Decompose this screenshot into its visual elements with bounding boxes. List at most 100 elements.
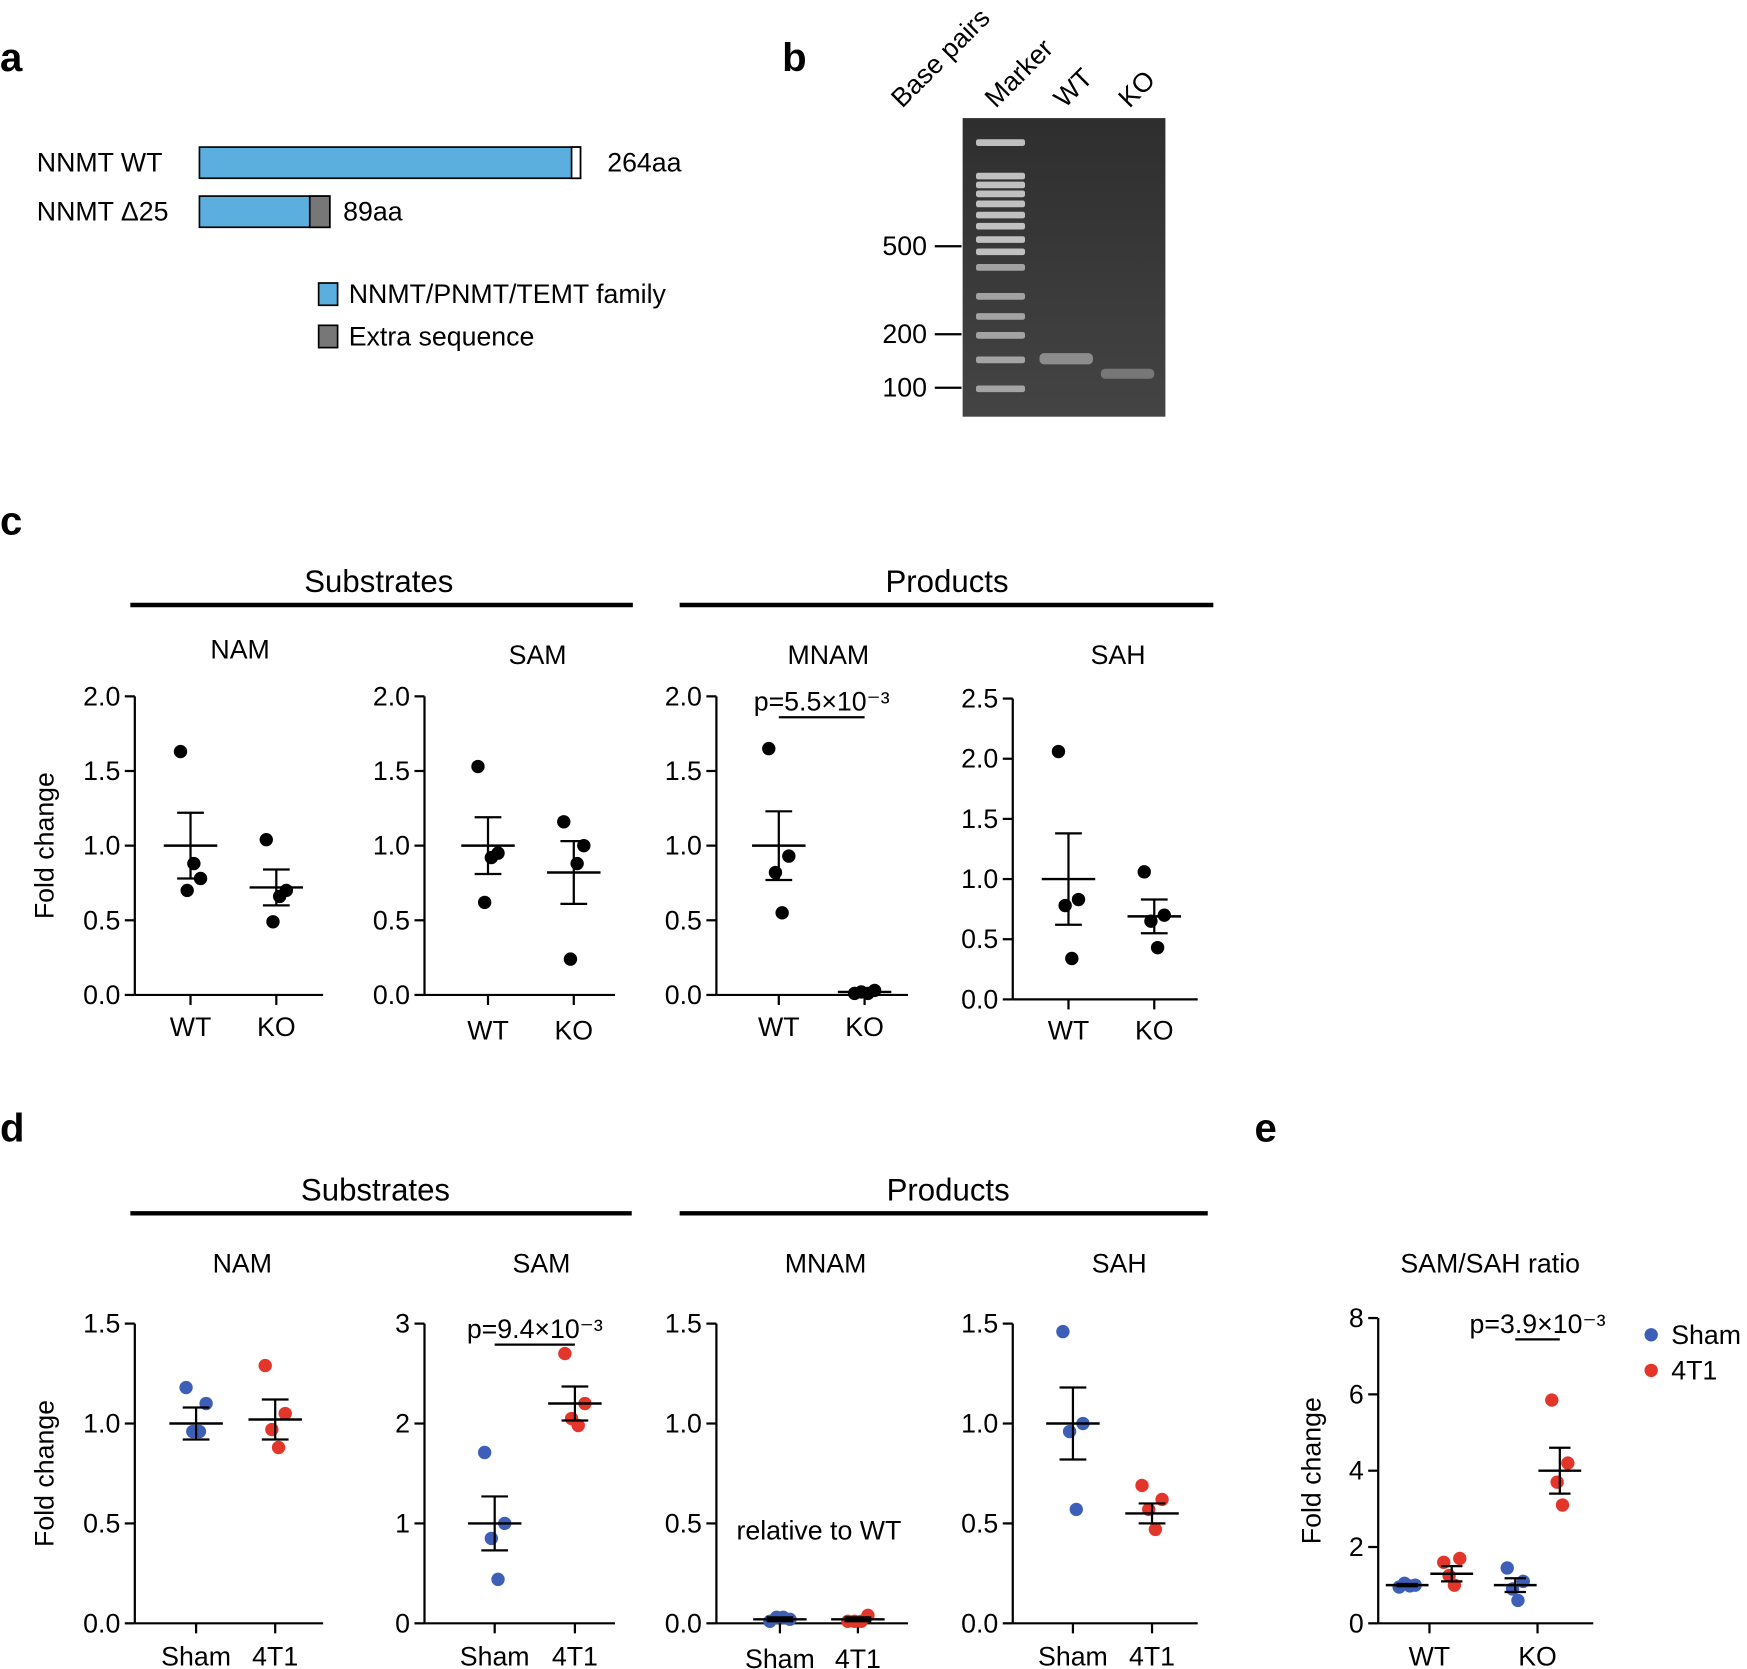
protein-end bbox=[570, 146, 582, 180]
ladder-band bbox=[976, 222, 1026, 230]
x-tick-label: WT bbox=[1409, 1642, 1451, 1669]
p-value: p=5.5×10⁻³ bbox=[754, 687, 890, 717]
panel-label: b bbox=[782, 36, 807, 80]
panel-label: e bbox=[1255, 1107, 1277, 1151]
x-tick-label: Sham bbox=[745, 1644, 815, 1669]
sem-bar bbox=[1441, 1564, 1463, 1583]
x-tick-label: KO bbox=[257, 1012, 296, 1042]
data-point bbox=[782, 849, 796, 863]
ladder-band bbox=[976, 313, 1026, 320]
lane-label: KO bbox=[1112, 65, 1161, 114]
y-tick-label: 0.0 bbox=[961, 984, 998, 1014]
p-value: p=3.9×10⁻³ bbox=[1470, 1309, 1606, 1339]
y-tick-label: 1.5 bbox=[961, 804, 998, 834]
sem-bar bbox=[1059, 1386, 1087, 1461]
sem-bar bbox=[561, 1385, 589, 1422]
data-point bbox=[1545, 1393, 1559, 1407]
legend-label: 4T1 bbox=[1671, 1355, 1717, 1385]
panel-label: c bbox=[0, 499, 22, 543]
sem-bar bbox=[1138, 1502, 1166, 1525]
section-header: Substrates bbox=[301, 1172, 450, 1207]
y-axis-label: Fold change bbox=[30, 772, 60, 919]
protein-bar bbox=[198, 195, 331, 229]
data-point bbox=[1453, 1551, 1467, 1566]
x-tick-label: Sham bbox=[161, 1642, 231, 1669]
lane-header: Base pairs bbox=[885, 3, 995, 113]
x-tick-label: WT bbox=[170, 1012, 212, 1042]
y-tick-label: 1.0 bbox=[83, 1409, 120, 1439]
ladder-band bbox=[976, 139, 1026, 146]
protein-name: NNMT WT bbox=[37, 148, 163, 178]
size-label: 500 bbox=[882, 231, 927, 261]
note: relative to WT bbox=[737, 1515, 902, 1545]
ladder-band bbox=[976, 172, 1026, 180]
y-tick-label: 0 bbox=[395, 1608, 410, 1638]
legend-swatch bbox=[317, 324, 339, 349]
y-tick-label: 4 bbox=[1349, 1456, 1364, 1486]
data-point bbox=[484, 850, 499, 865]
section-header: Products bbox=[887, 1172, 1010, 1207]
x-tick-label: Sham bbox=[1038, 1642, 1108, 1669]
size-label: 100 bbox=[882, 373, 927, 403]
y-tick-label: 0.0 bbox=[665, 1608, 702, 1638]
data-point bbox=[187, 856, 201, 871]
chart-title: SAH bbox=[1092, 1248, 1147, 1278]
x-tick-label: WT bbox=[758, 1012, 800, 1042]
data-point bbox=[180, 883, 194, 898]
protein-length: 89aa bbox=[343, 197, 403, 227]
y-tick-label: 2.0 bbox=[83, 681, 120, 711]
data-point bbox=[1500, 1561, 1514, 1575]
lane-label: Marker bbox=[979, 33, 1059, 113]
ladder-band bbox=[976, 264, 1026, 271]
data-point bbox=[762, 741, 776, 756]
x-tick-label: 4T1 bbox=[835, 1644, 881, 1669]
section-header: Substrates bbox=[304, 564, 453, 599]
sem-bar bbox=[1055, 832, 1082, 926]
y-tick-label: 1.0 bbox=[961, 1409, 998, 1439]
data-point bbox=[265, 1422, 279, 1437]
y-tick-label: 1.5 bbox=[961, 1309, 998, 1339]
size-label: 200 bbox=[882, 319, 927, 349]
data-point bbox=[477, 895, 492, 910]
data-point bbox=[1555, 1498, 1570, 1512]
y-tick-label: 0 bbox=[1349, 1608, 1364, 1638]
y-tick-label: 1.5 bbox=[665, 1309, 702, 1339]
y-tick-label: 1.0 bbox=[961, 864, 998, 894]
x-tick-label: 4T1 bbox=[252, 1642, 298, 1669]
protein-length: 264aa bbox=[607, 148, 681, 178]
chart-title: NAM bbox=[210, 635, 269, 665]
y-tick-label: 1.5 bbox=[83, 756, 120, 786]
data-point bbox=[192, 1424, 207, 1439]
data-point bbox=[1062, 1424, 1077, 1439]
y-tick-label: 0.5 bbox=[961, 1508, 998, 1538]
data-point bbox=[1150, 940, 1165, 955]
chart-title: SAM/SAH ratio bbox=[1400, 1248, 1580, 1278]
ladder-band bbox=[976, 181, 1026, 189]
data-point bbox=[571, 1418, 585, 1433]
data-point bbox=[1148, 1522, 1163, 1537]
x-tick-label: 4T1 bbox=[552, 1642, 598, 1669]
data-point bbox=[558, 1346, 572, 1361]
y-tick-label: 2.0 bbox=[665, 681, 702, 711]
y-tick-label: 0.5 bbox=[961, 924, 998, 954]
sem-bar bbox=[766, 1616, 794, 1623]
data-point bbox=[491, 1572, 505, 1587]
x-tick-label: KO bbox=[1518, 1642, 1557, 1669]
chart-title: MNAM bbox=[788, 640, 870, 670]
legend-label: Extra sequence bbox=[349, 321, 535, 351]
panel-label: a bbox=[0, 36, 23, 80]
y-tick-label: 1.0 bbox=[373, 831, 410, 861]
data-point bbox=[577, 838, 591, 853]
y-tick-label: 0.5 bbox=[665, 905, 702, 935]
y-tick-label: 1.0 bbox=[665, 831, 702, 861]
data-point bbox=[1511, 1593, 1525, 1608]
ladder-band bbox=[976, 356, 1026, 364]
y-tick-label: 2.0 bbox=[961, 744, 998, 774]
x-tick-label: 4T1 bbox=[1129, 1642, 1175, 1669]
data-point bbox=[563, 952, 578, 966]
sem-bar bbox=[1504, 1577, 1526, 1594]
x-tick-label: KO bbox=[1135, 1016, 1174, 1046]
y-tick-label: 0.0 bbox=[83, 980, 120, 1010]
data-point bbox=[1069, 1502, 1083, 1517]
